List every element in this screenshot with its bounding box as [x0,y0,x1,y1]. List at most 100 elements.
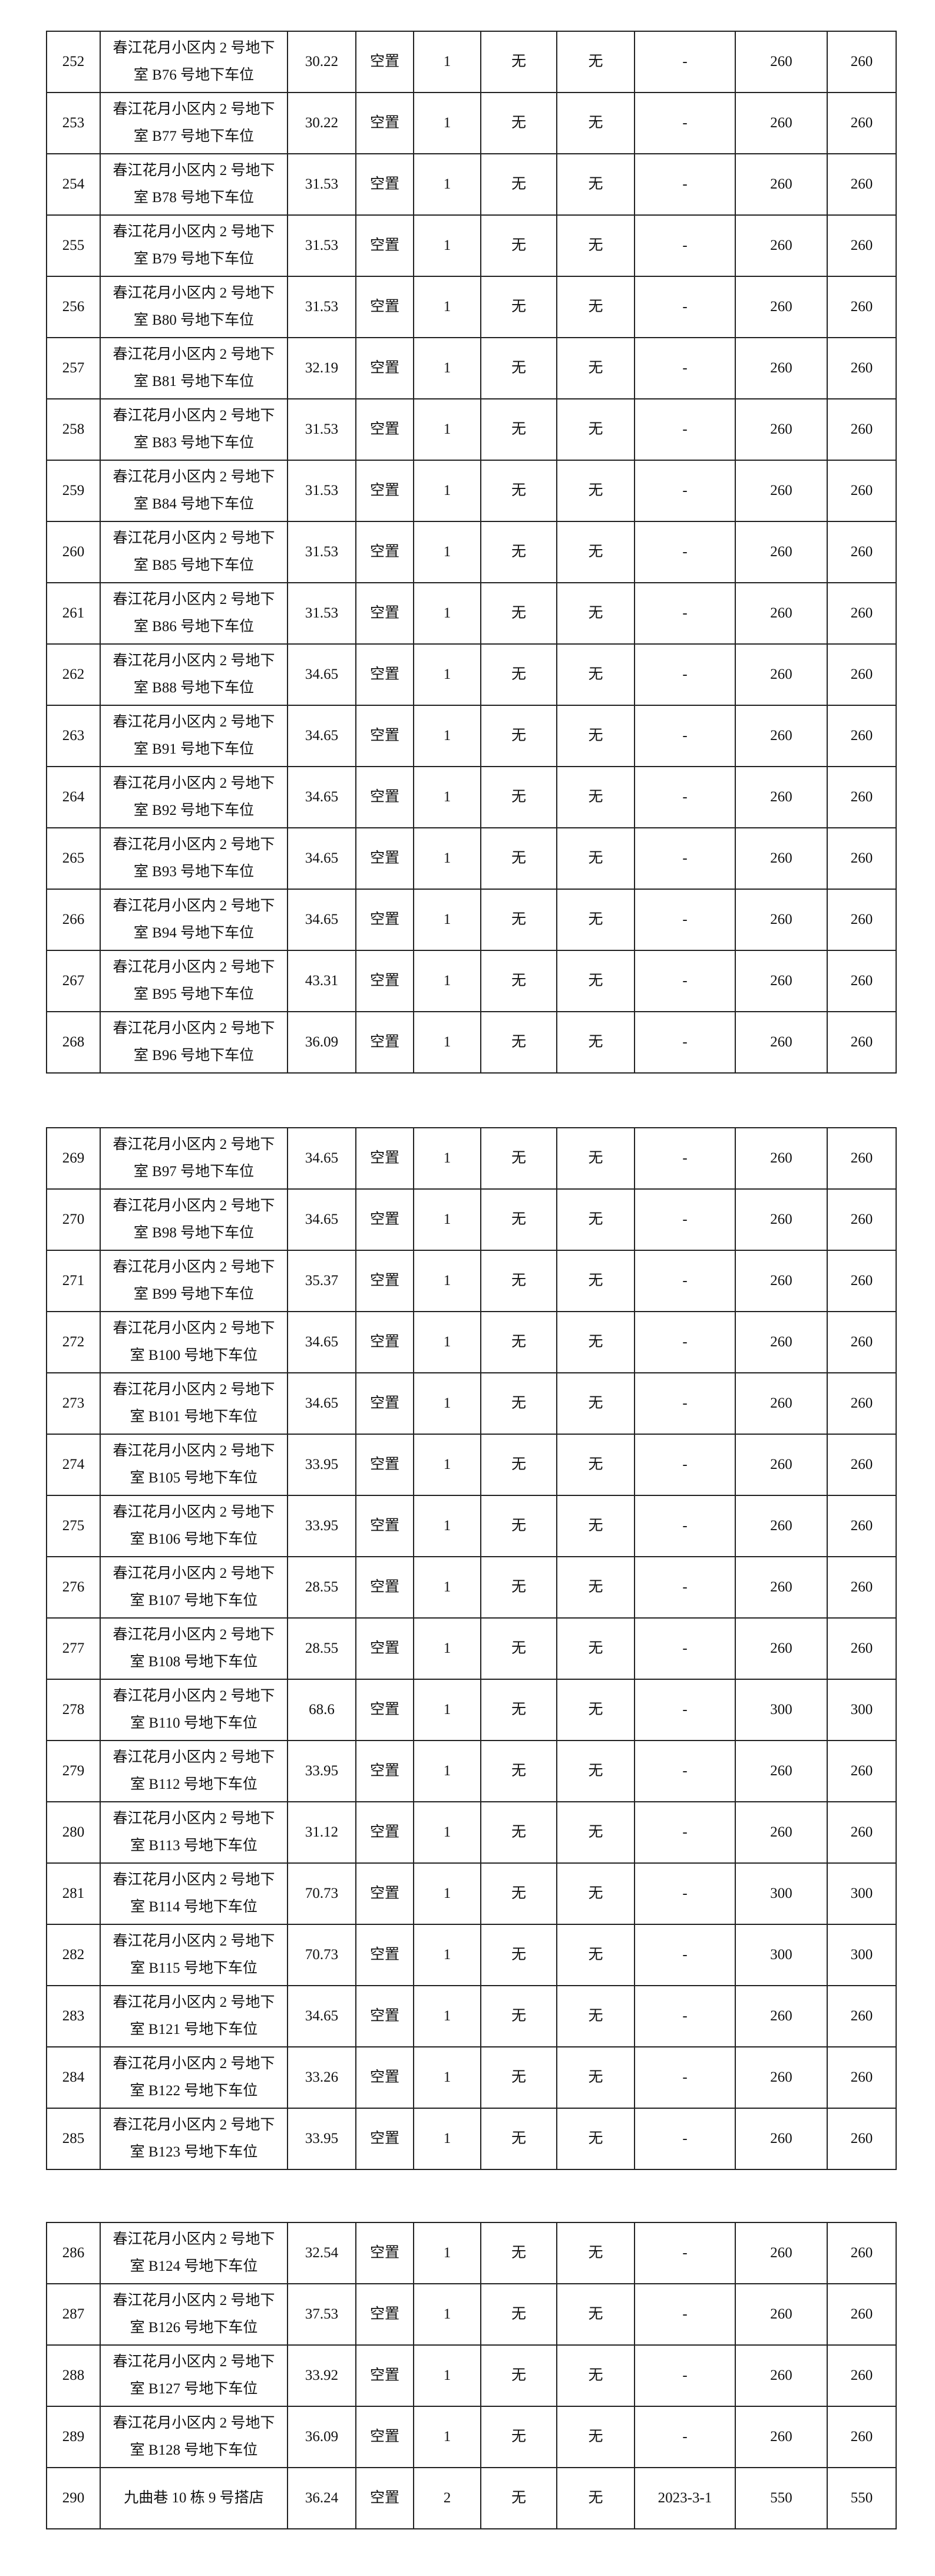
cell-field-6-cell: 无 [480,1679,557,1741]
area-cell: 34.65 [287,1188,356,1251]
price-a-cell: 260 [735,889,828,951]
row-number-cell: 267 [46,950,101,1012]
status-cell: 空置 [355,1862,414,1925]
row-number-cell: 274 [46,1434,101,1496]
cell-field-7-cell: 无 [556,31,635,93]
location-cell: 春江花月小区内 2 号地下室 B110 号地下车位 [100,1679,288,1741]
cell-field-7-cell: 无 [556,337,635,399]
status-cell: 空置 [355,1985,414,2047]
price-a-cell: 260 [735,2406,828,2468]
area-cell: 31.53 [287,276,356,338]
quantity-cell: 1 [413,276,481,338]
cell-field-6-cell: 无 [480,1127,557,1190]
row-number-cell: 270 [46,1188,101,1251]
area-cell: 33.92 [287,2344,356,2407]
cell-field-7-cell: 无 [556,2283,635,2346]
status-cell: 空置 [355,92,414,154]
price-a-cell: 260 [735,950,828,1012]
row-number-cell: 265 [46,827,101,890]
date-cell: - [634,1250,736,1312]
date-cell: - [634,214,736,277]
cell-field-7-cell: 无 [556,1862,635,1925]
table-row: 260 春江花月小区内 2 号地下室 B85 号地下车位 31.53 空置 1 无无 -26… [46,521,897,583]
row-number-cell: 277 [46,1617,101,1680]
quantity-cell: 1 [413,2222,481,2284]
price-a-cell: 260 [735,2046,828,2109]
area-cell: 34.65 [287,1311,356,1373]
cell-field-7-cell: 无 [556,276,635,338]
quantity-cell: 1 [413,521,481,583]
quantity-cell: 1 [413,1740,481,1802]
quantity-cell: 1 [413,1495,481,1557]
cell-field-6-cell: 无 [480,1617,557,1680]
status-cell: 空置 [355,1434,414,1496]
price-a-cell: 260 [735,31,828,93]
table-row: 278 春江花月小区内 2 号地下室 B110 号地下车位 68.6 空置 1 无无 -30… [46,1679,897,1741]
cell-field-6-cell: 无 [480,705,557,767]
price-b-cell: 260 [827,1801,897,1864]
table-row: 272 春江花月小区内 2 号地下室 B100 号地下车位 34.65 空置 1 无无 -2… [46,1311,897,1373]
price-b-cell: 260 [827,705,897,767]
quantity-cell: 1 [413,1617,481,1680]
location-cell: 春江花月小区内 2 号地下室 B113 号地下车位 [100,1801,288,1864]
price-a-cell: 260 [735,2344,828,2407]
location-cell: 春江花月小区内 2 号地下室 B101 号地下车位 [100,1372,288,1435]
cell-field-6-cell: 无 [480,398,557,461]
price-b-cell: 260 [827,1495,897,1557]
table-row: 258 春江花月小区内 2 号地下室 B83 号地下车位 31.53 空置 1 无无 -26… [46,398,897,461]
cell-field-6-cell: 无 [480,1740,557,1802]
date-cell: - [634,398,736,461]
area-cell: 35.37 [287,1250,356,1312]
table-row: 288 春江花月小区内 2 号地下室 B127 号地下车位 33.92 空置 1 无无 -2… [46,2344,897,2407]
date-cell: - [634,827,736,890]
cell-field-6-cell: 无 [480,1250,557,1312]
date-cell: - [634,1924,736,1986]
quantity-cell: 1 [413,643,481,706]
cell-field-7-cell: 无 [556,1188,635,1251]
cell-field-6-cell: 无 [480,2406,557,2468]
row-number-cell: 281 [46,1862,101,1925]
cell-field-6-cell: 无 [480,2467,557,2529]
cell-field-7-cell: 无 [556,1011,635,1074]
date-cell: 2023-3-1 [634,2467,736,2529]
row-number-cell: 285 [46,2108,101,2170]
row-number-cell: 276 [46,1556,101,1619]
cell-field-6-cell: 无 [480,92,557,154]
price-b-cell: 260 [827,827,897,890]
date-cell: - [634,1679,736,1741]
quantity-cell: 1 [413,2283,481,2346]
status-cell: 空置 [355,582,414,645]
quantity-cell: 1 [413,705,481,767]
date-cell: - [634,1740,736,1802]
date-cell: - [634,92,736,154]
quantity-cell: 1 [413,1311,481,1373]
date-cell: - [634,1011,736,1074]
area-cell: 28.55 [287,1556,356,1619]
row-number-cell: 286 [46,2222,101,2284]
table-row: 283 春江花月小区内 2 号地下室 B121 号地下车位 34.65 空置 1 无无 -2… [46,1985,897,2047]
price-b-cell: 260 [827,1127,897,1190]
status-cell: 空置 [355,766,414,828]
cell-field-6-cell: 无 [480,582,557,645]
area-cell: 34.65 [287,1372,356,1435]
quantity-cell: 1 [413,2344,481,2407]
price-b-cell: 260 [827,2222,897,2284]
table-row: 264 春江花月小区内 2 号地下室 B92 号地下车位 34.65 空置 1 无无 -26… [46,766,897,828]
row-number-cell: 253 [46,92,101,154]
area-cell: 70.73 [287,1924,356,1986]
location-cell: 春江花月小区内 2 号地下室 B105 号地下车位 [100,1434,288,1496]
cell-field-6-cell: 无 [480,827,557,890]
row-number-cell: 275 [46,1495,101,1557]
quantity-cell: 1 [413,1372,481,1435]
table-row: 273 春江花月小区内 2 号地下室 B101 号地下车位 34.65 空置 1 无无 -2… [46,1372,897,1435]
table-row: 257 春江花月小区内 2 号地下室 B81 号地下车位 32.19 空置 1 无无 -26… [46,337,897,399]
location-cell: 春江花月小区内 2 号地下室 B83 号地下车位 [100,398,288,461]
area-cell: 32.19 [287,337,356,399]
date-cell: - [634,1862,736,1925]
location-cell: 春江花月小区内 2 号地下室 B85 号地下车位 [100,521,288,583]
price-a-cell: 260 [735,214,828,277]
cell-field-7-cell: 无 [556,1372,635,1435]
row-number-cell: 269 [46,1127,101,1190]
price-b-cell: 260 [827,1434,897,1496]
quantity-cell: 1 [413,2046,481,2109]
